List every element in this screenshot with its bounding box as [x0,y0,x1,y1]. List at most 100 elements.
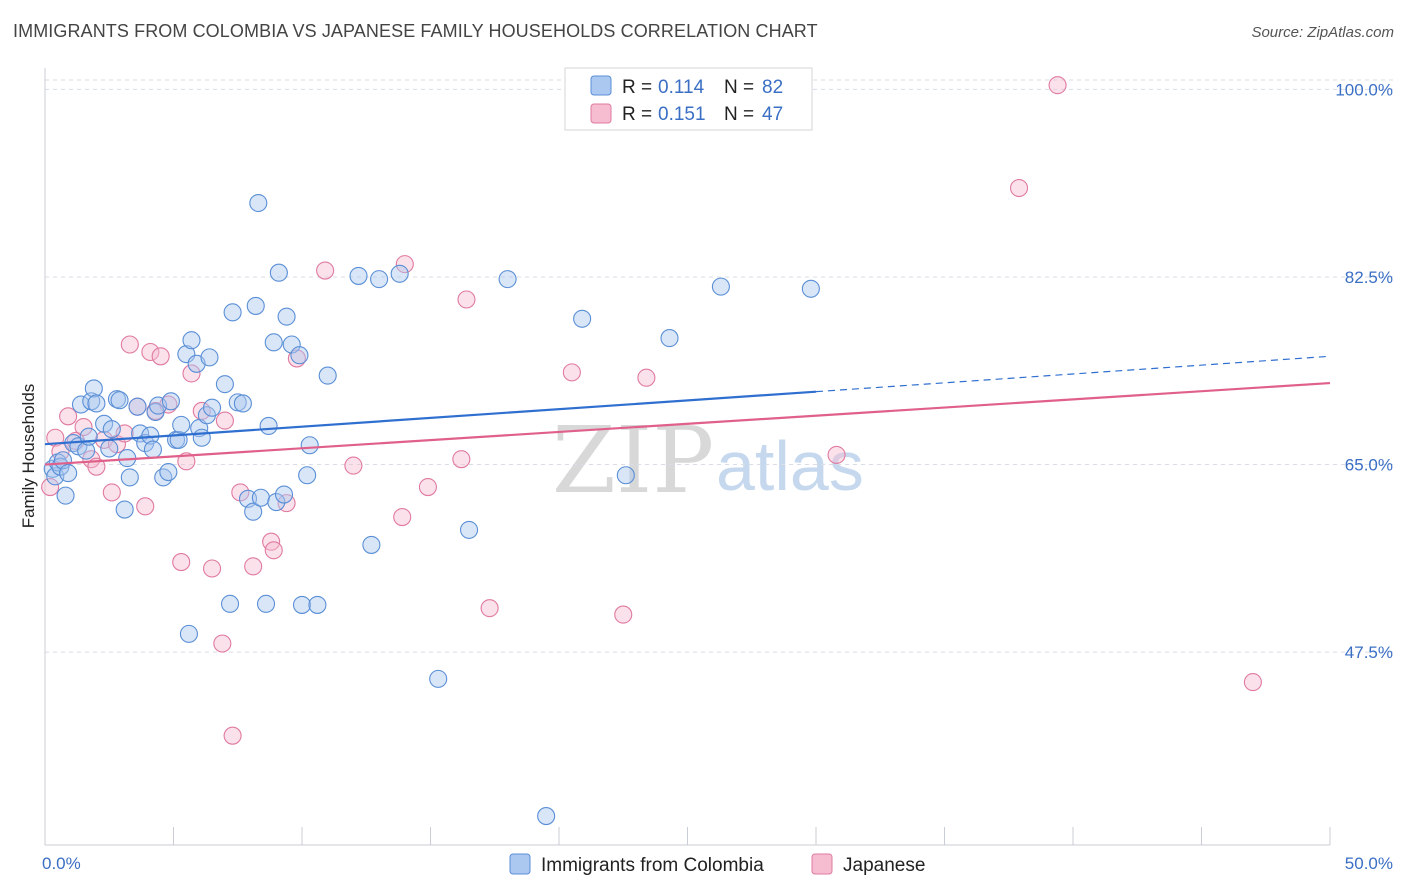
japanese-point [59,407,78,426]
colombia-point [84,379,103,398]
y-tick-label: 47.5% [1345,643,1393,662]
colombia-point [318,366,337,385]
colombia-point [459,520,479,539]
colombia-point [203,398,222,417]
colombia-trend-extension [815,355,1331,393]
colombia-point [56,486,75,505]
japanese-point [215,411,234,430]
legend-n-value-colombia: 82 [762,77,783,98]
y-tick-label: 65.0% [1345,456,1393,475]
colombia-points [43,193,820,826]
japanese-point [264,541,283,560]
japanese-point [223,726,242,745]
colombia-point [573,309,592,328]
japanese-point [395,255,414,274]
colombia-point [298,466,317,485]
colombia-point [711,277,730,296]
colombia-point [115,500,134,519]
japanese-point [1009,178,1029,198]
japanese-point [141,342,160,362]
colombia-point [429,669,448,688]
japanese-point [1048,76,1067,95]
legend-swatch-colombia [590,75,612,96]
colombia-point [251,488,270,507]
japanese-point [120,335,139,354]
colombia-point [290,346,309,365]
colombia-point [308,595,327,614]
japanese-point [418,477,437,497]
japanese-points [41,76,1262,745]
japanese-point [41,477,60,497]
japanese-point [74,417,93,437]
colombia-point [259,416,278,436]
japanese-trend-line [44,381,1331,466]
japanese-point [172,553,191,572]
x-ticks [44,827,1331,845]
colombia-point [246,296,265,315]
japanese-point [287,349,306,368]
colombia-point [616,466,635,485]
colombia-point [660,329,679,348]
colombia-point [128,397,147,416]
colombia-point [143,440,162,459]
bottom-legend-label-japanese: Japanese [843,855,925,876]
colombia-point [159,462,178,482]
colombia-point [172,415,191,434]
japanese-point [136,497,155,516]
japanese-point [177,452,196,471]
legend-swatch-japanese [590,103,612,124]
colombia-trend-line [44,390,817,446]
colombia-point [102,420,121,439]
colombia-point [215,375,234,394]
japanese-point [344,456,363,475]
japanese-point [562,363,581,382]
colombia-point [300,436,319,455]
colombia-point [59,464,78,483]
y-tick-label: 100.0% [1335,80,1393,99]
bottom-legend-swatch-japanese [811,853,833,875]
trend-lines [44,355,1331,466]
y-tick-label: 82.5% [1345,268,1393,287]
y-axis-title: Family Households [19,384,38,529]
watermark-atlas: atlas [716,427,864,505]
bottom-legend-swatch-colombia [509,853,531,875]
colombia-point [233,394,252,413]
legend-r-label-japanese: R = [622,104,652,125]
colombia-point [264,333,283,352]
colombia-point [220,594,240,613]
japanese-point [182,364,201,383]
legend-n-label-colombia: N = [724,77,754,98]
colombia-point [110,391,129,410]
colombia-point [390,264,409,283]
colombia-point [200,348,219,367]
colombia-point [269,263,288,282]
legend-bottom: Immigrants from Colombia Japanese [509,853,925,876]
japanese-point [151,347,170,366]
japanese-point [393,508,412,527]
japanese-point [316,261,335,280]
colombia-point [154,468,173,487]
colombia-point [100,439,119,458]
legend-top: R = 0.114 N = 82 R = 0.151 N = 47 [564,67,813,131]
japanese-point [480,599,499,618]
colombia-point [277,307,296,326]
legend-n-label-japanese: N = [724,104,754,125]
bottom-legend-label-colombia: Immigrants from Colombia [541,855,764,876]
legend-n-value-japanese: 47 [762,104,783,125]
japanese-point [244,557,263,576]
colombia-point [244,502,263,521]
colombia-point [223,303,242,322]
colombia-point [249,193,268,213]
japanese-point [457,290,476,309]
japanese-point [637,368,656,387]
colombia-point [179,624,198,643]
colombia-point [370,270,389,289]
japanese-point [102,483,121,502]
colombia-point [161,392,180,411]
colombia-point [537,807,556,826]
japanese-point [46,428,65,447]
colombia-point [498,270,517,289]
x-tick-label-min: 0.0% [42,854,81,873]
legend-r-value-japanese: 0.151 [658,104,706,125]
y-tick-labels: 47.5% 65.0% 82.5% 100.0% [1335,80,1393,662]
